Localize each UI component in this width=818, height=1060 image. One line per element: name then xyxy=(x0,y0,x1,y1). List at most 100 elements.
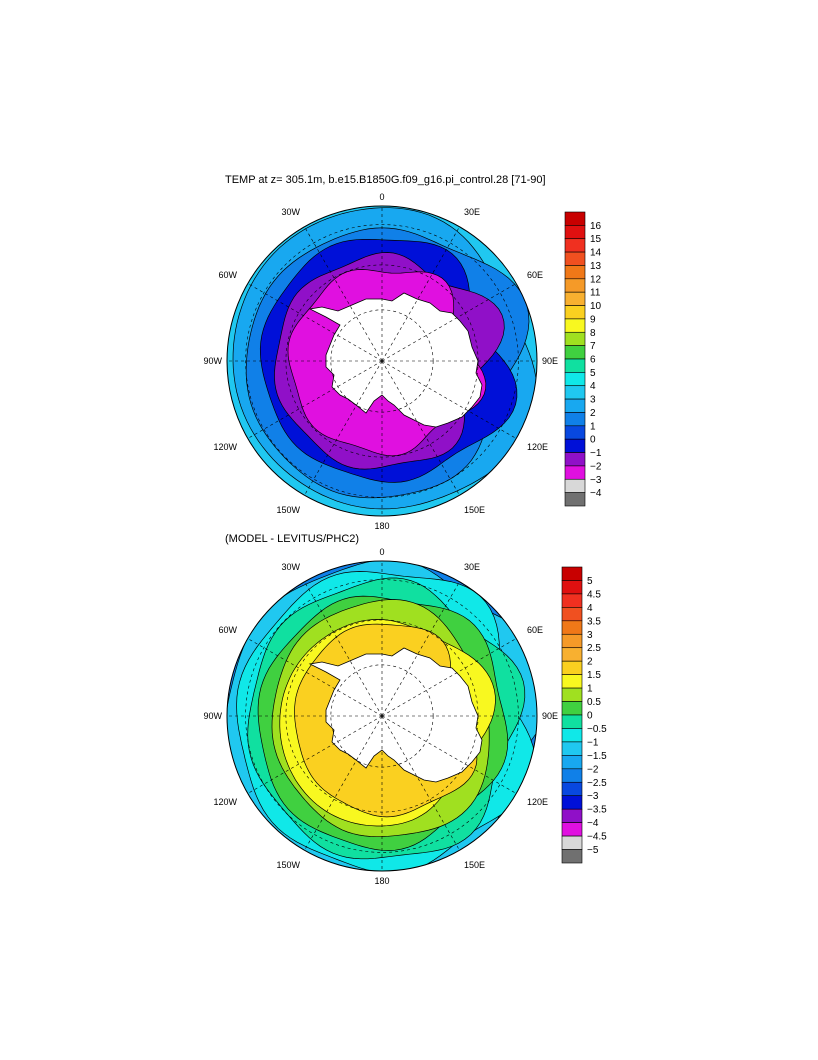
meridian-line xyxy=(304,226,383,362)
colorbar-swatch xyxy=(564,425,586,440)
longitude-label: 180 xyxy=(374,876,389,886)
colorbar-swatch xyxy=(561,593,583,608)
panel2-colorbar: 5 4.5 4 3.5 3 2.5 2 1.5 1 0.5 0 −0.5 −1 −1.5 −2 −2.5 −3 −… xyxy=(561,566,607,864)
meridian-line xyxy=(247,715,383,794)
meridian-line xyxy=(381,360,517,439)
colorbar-swatch xyxy=(561,633,583,649)
colorbar-swatch xyxy=(561,822,583,837)
meridian-line xyxy=(247,283,383,362)
longitude-label: 150E xyxy=(464,860,485,870)
longitude-label: 30W xyxy=(281,207,300,217)
colorbar-swatch xyxy=(561,849,583,864)
longitude-label: 120W xyxy=(213,797,237,807)
longitude-label: 90E xyxy=(542,711,558,721)
colorbar-swatch xyxy=(561,566,583,581)
map-rim xyxy=(226,205,538,517)
colorbar-tick-label: 1 xyxy=(590,421,596,432)
colorbar-swatch xyxy=(564,318,586,333)
longitude-label: 90E xyxy=(542,356,558,366)
colorbar-tick-label: 12 xyxy=(590,274,602,285)
colorbar-swatch xyxy=(564,372,586,387)
longitude-label: 90W xyxy=(203,356,222,366)
colorbar-swatch xyxy=(564,492,586,507)
latitude-circle xyxy=(245,224,519,498)
colorbar-tick-label: 3.5 xyxy=(587,616,601,627)
meridian-line xyxy=(247,360,383,439)
latitude-circle xyxy=(330,664,434,768)
colorbar-swatch xyxy=(564,358,586,373)
colorbar-tick-label: 14 xyxy=(590,248,602,259)
colorbar-swatch xyxy=(564,438,586,453)
colorbar-swatch xyxy=(561,768,583,783)
colorbar-tick-label: 7 xyxy=(590,341,596,352)
longitude-label: 0 xyxy=(379,547,384,557)
panel2-map: 0 30E 60E 90E 120E 150E 180 150W 120W 90W 60W 30W xyxy=(203,547,558,886)
colorbar-tick-label: −3.5 xyxy=(587,805,607,816)
colorbar-swatch xyxy=(564,398,586,413)
colorbar-swatch xyxy=(561,701,583,716)
colorbar-tick-label: −2 xyxy=(590,461,602,472)
meridian-line xyxy=(381,715,460,851)
longitude-label: 30E xyxy=(464,207,480,217)
longitude-label: 120E xyxy=(527,797,548,807)
colorbar-swatch xyxy=(564,225,586,240)
longitude-label: 150W xyxy=(276,860,300,870)
colorbar-swatch xyxy=(564,452,586,467)
map-rim xyxy=(226,560,538,872)
colorbar-tick-label: 3 xyxy=(587,630,593,641)
colorbar-swatch xyxy=(564,385,586,400)
colorbar-swatch xyxy=(564,265,586,280)
colorbar-swatch xyxy=(561,607,583,622)
colorbar-tick-label: 3 xyxy=(590,395,596,406)
colorbar-swatch xyxy=(564,278,586,293)
longitude-label: 150W xyxy=(276,505,300,515)
antarctica-landmass xyxy=(308,292,483,428)
colorbar-tick-label: 0.5 xyxy=(587,697,601,708)
panel2-title: (MODEL - LEVITUS/PHC2) xyxy=(225,533,359,545)
colorbar-swatch xyxy=(561,781,583,797)
latitude-circle xyxy=(245,579,519,853)
colorbar-tick-label: 15 xyxy=(590,234,602,245)
colorbar-swatch xyxy=(564,238,586,253)
latitude-circle xyxy=(330,309,434,413)
longitude-label: 60W xyxy=(218,270,237,280)
colorbar-swatch xyxy=(564,412,586,427)
longitude-label: 30E xyxy=(464,562,480,572)
colorbar-swatch xyxy=(561,580,583,595)
colorbar-tick-label: −2.5 xyxy=(587,778,607,789)
meridian-line xyxy=(247,638,383,717)
colorbar-tick-label: −2 xyxy=(587,764,599,775)
longitude-label: 90W xyxy=(203,711,222,721)
colorbar-tick-label: 6 xyxy=(590,355,596,366)
meridian-line xyxy=(304,360,383,496)
panel1-title: TEMP at z= 305.1m, b.e15.B1850G.f09_g16.… xyxy=(225,174,546,186)
colorbar-swatch xyxy=(564,305,586,320)
colorbar-tick-label: 8 xyxy=(590,328,596,339)
colorbar-tick-label: 9 xyxy=(590,314,596,325)
colorbar-tick-label: −1 xyxy=(587,737,599,748)
colorbar-tick-label: 2.5 xyxy=(587,643,601,654)
colorbar-tick-label: 2 xyxy=(587,657,593,668)
meridian-line xyxy=(381,581,460,717)
meridian-line xyxy=(304,715,383,851)
colorbar-tick-label: 11 xyxy=(590,288,601,299)
colorbar-swatch xyxy=(564,291,586,306)
colorbar-swatch xyxy=(564,465,586,480)
colorbar-tick-label: 2 xyxy=(590,408,596,419)
colorbar-swatch xyxy=(564,211,586,226)
colorbar-swatch xyxy=(561,620,583,635)
colorbar-swatch xyxy=(564,345,586,360)
colorbar-swatch xyxy=(561,660,583,675)
colorbar-tick-label: −1 xyxy=(590,448,602,459)
longitude-label: 180 xyxy=(374,521,389,531)
colorbar-swatch xyxy=(564,331,586,346)
colorbar-tick-label: 5 xyxy=(590,368,596,379)
colorbar-tick-label: 4 xyxy=(587,603,593,614)
colorbar-tick-label: −0.5 xyxy=(587,724,607,735)
colorbar-tick-label: −1.5 xyxy=(587,751,607,762)
colorbar-tick-label: 4.5 xyxy=(587,589,601,600)
colorbar-swatch xyxy=(561,714,583,729)
